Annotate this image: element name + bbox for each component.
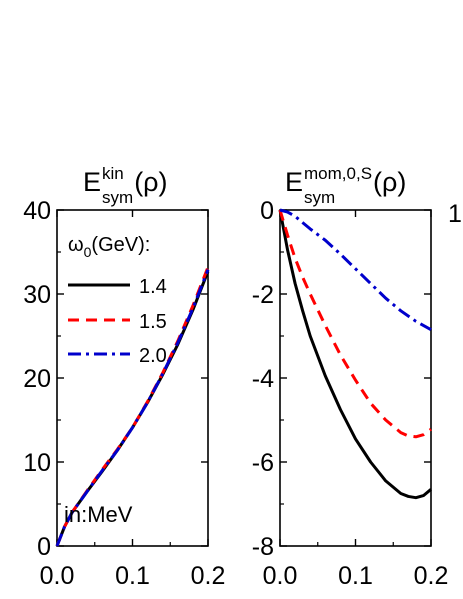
y-tick-label: -2 [252, 281, 274, 309]
x-tick-label: 0.1 [338, 562, 373, 590]
y-tick-label: 40 [23, 197, 51, 225]
panel-momentum: 0.0 0.1 0.2 0 -2 -4 -6 -8 Emom,0,S sym (ρ) [252, 164, 449, 590]
panel-kinetic: 0.0 0.1 0.2 0 10 20 30 40 Ekin sym(ρ) ω0(GeV): 1.4 1… [23, 164, 225, 590]
series-line-2-0 [279, 208, 432, 332]
x-tick-label: 0.2 [414, 562, 449, 590]
series-line-1-5 [278, 209, 432, 439]
title-main: E [285, 167, 303, 197]
x-tick-label: 0.1 [115, 562, 150, 590]
title-superscript: kin [102, 164, 124, 183]
edge-label: 1 [448, 200, 462, 228]
y-tick-label: 30 [23, 281, 51, 309]
title-argument: (ρ) [373, 167, 406, 197]
y-tick-label: 0 [260, 197, 274, 225]
y-tick-label: -6 [252, 449, 274, 477]
y-tick-label: 10 [23, 449, 51, 477]
legend-label: 2.0 [139, 345, 167, 367]
title-main: E [83, 167, 101, 197]
series-line-1-4 [278, 209, 432, 500]
legend-label: 1.5 [139, 311, 167, 333]
title-subscript: sym [102, 188, 133, 207]
title-subscript: sym [304, 188, 335, 207]
y-tick-label: 0 [37, 533, 51, 561]
legend-title: ω0(GeV): [68, 234, 150, 260]
x-tick-label: 0.0 [40, 562, 75, 590]
unit-annotation: in:MeV [64, 502, 133, 527]
y-tick-label: -4 [252, 365, 274, 393]
legend-label: 1.4 [139, 276, 167, 298]
series-line-2-0 [55, 269, 210, 547]
y-tick-label: -8 [252, 533, 274, 561]
title-superscript: mom,0,S [304, 164, 372, 183]
panel-title: Ekin sym(ρ) [83, 164, 168, 207]
plot-frame [56, 209, 209, 547]
x-tick-label: 0.2 [191, 562, 226, 590]
y-tick-label: 20 [23, 365, 51, 393]
title-argument: (ρ) [134, 167, 167, 197]
series-line-1-5 [55, 266, 210, 547]
panel-title: Emom,0,S sym (ρ) [285, 164, 406, 207]
x-tick-label: 0.0 [263, 562, 298, 590]
